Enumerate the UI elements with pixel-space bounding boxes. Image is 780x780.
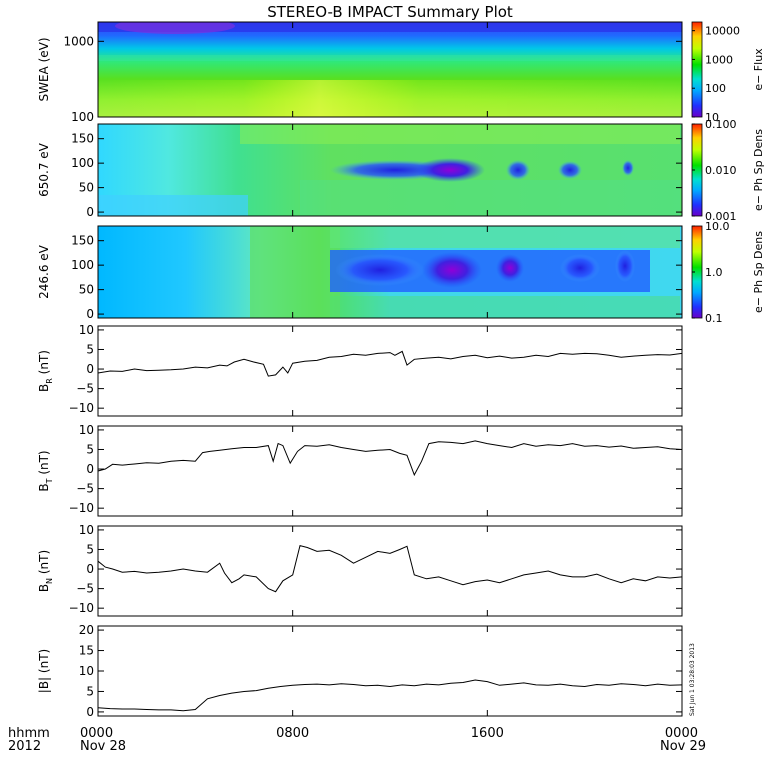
timestamp-label: Sat Jun 1 03:28:03 2013 (689, 643, 696, 716)
bmag-ylabel: |B| (nT) (37, 649, 51, 693)
pad246-cb-tick-label: 0.1 (705, 312, 723, 325)
pad246-ytick-label: 0 (86, 307, 94, 321)
bt-frame (97, 425, 683, 517)
br-ytick-label: −10 (69, 401, 94, 415)
pad246-cb-label: e− Ph Sp Dens (752, 231, 765, 313)
bmag-series-line (97, 679, 683, 712)
time-axis-label: hhmm (8, 726, 50, 741)
bmag-ytick-label: 15 (79, 644, 94, 658)
swea-cb-tick-label: 100 (705, 82, 726, 95)
pad246-cb-tick-label: 10.0 (705, 220, 730, 233)
plot-title: STEREO-B IMPACT Summary Plot (267, 3, 513, 21)
x-tick-label: 0800 (276, 726, 309, 741)
pad650-ytick-label: 50 (79, 181, 94, 195)
br-ytick-label: 0 (86, 362, 94, 376)
pad-246-spectrogram (98, 226, 682, 318)
swea-colorbar (691, 21, 703, 118)
bt-ytick-label: −5 (76, 482, 94, 496)
br-ytick-label: 5 (86, 342, 94, 356)
swea-cb-tick-label: 1000 (705, 53, 733, 66)
br-ytick-label: 10 (79, 323, 94, 337)
bmag-frame (97, 625, 683, 717)
pad246-ytick-label: 50 (79, 283, 94, 297)
bn-ytick-label: 0 (86, 562, 94, 576)
swea-ytick-label: 1000 (63, 34, 94, 48)
pad246-ylabel: 246.6 eV (37, 244, 51, 299)
bn-ytick-label: −10 (69, 601, 94, 615)
year-label: 2012 (8, 739, 41, 754)
swea-ytick-label: 100 (71, 110, 94, 124)
bmag-ytick-label: 10 (79, 664, 94, 678)
br-frame (97, 325, 683, 417)
pad246-ytick-label: 100 (71, 258, 94, 272)
x-tick-label: 1600 (471, 726, 504, 741)
bn-frame (97, 525, 683, 617)
bt-ytick-label: 5 (86, 442, 94, 456)
bn-ytick-label: 5 (86, 542, 94, 556)
bt-ytick-label: 10 (79, 423, 94, 437)
pad650-cb-label: e− Ph Sp Dens (752, 129, 765, 211)
bn-series-line (97, 544, 683, 593)
bn-ytick-label: −5 (76, 582, 94, 596)
x-tick-label: 0000 (80, 726, 113, 741)
bt-ytick-label: −10 (69, 501, 94, 515)
swea-spectrogram (98, 22, 682, 117)
bt-ytick-label: 0 (86, 462, 94, 476)
pad650-ytick-label: 150 (71, 132, 94, 146)
pad246-ytick-label: 150 (71, 234, 94, 248)
pad246-cb-tick-label: 1.0 (705, 266, 723, 279)
pad650-cb-tick-label: 0.100 (705, 118, 737, 131)
pad-650-frame (97, 123, 683, 217)
swea-cb-tick-label: 10000 (705, 25, 740, 38)
bt-series-line (97, 440, 683, 477)
swea-ylabel: SWEA (eV) (37, 37, 51, 101)
br-ytick-label: −5 (76, 382, 94, 396)
x-tick-label: 0000 (665, 726, 698, 741)
bmag-ytick-label: 5 (86, 684, 94, 698)
pad-246-frame (97, 225, 683, 319)
pad650-cb-tick-label: 0.001 (705, 210, 737, 223)
swea-frame (97, 21, 683, 118)
bmag-ytick-label: 0 (86, 705, 94, 719)
lines-layer (97, 350, 683, 712)
pad-650-spectrogram (98, 124, 682, 216)
bn-ytick-label: 10 (79, 523, 94, 537)
bn-ylabel: BN (nT) (37, 550, 54, 592)
br-ylabel: BR (nT) (37, 350, 54, 392)
pad650-ytick-label: 0 (86, 205, 94, 219)
pad650-ytick-label: 100 (71, 156, 94, 170)
pad650-cb-tick-label: 0.010 (705, 164, 737, 177)
swea-cb-label: e− Flux (752, 48, 765, 91)
date-start-label: Nov 28 (80, 739, 126, 754)
swea-cb-tick-label: 10 (705, 111, 719, 124)
br-series-line (97, 350, 683, 377)
bmag-ytick-label: 20 (79, 623, 94, 637)
date-end-label: Nov 29 (660, 739, 706, 754)
bt-ylabel: BT (nT) (37, 450, 54, 491)
pad650-ylabel: 650.7 eV (37, 142, 51, 197)
